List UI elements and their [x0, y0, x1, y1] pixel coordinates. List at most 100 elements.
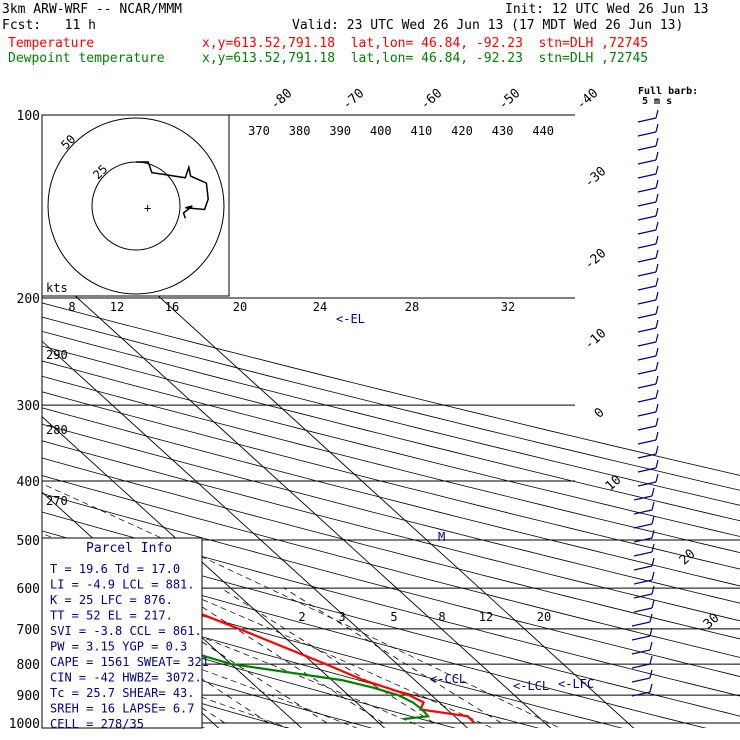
annotation-label: <-LCL: [513, 679, 549, 693]
mixing-ratio-line: [119, 587, 328, 724]
wind-barb-flag: [651, 501, 655, 511]
wind-barb-flag: [655, 207, 659, 217]
wind-barb-staff: [637, 187, 657, 193]
dry-adiabat: [42, 611, 457, 728]
wind-barb-staff: [637, 229, 657, 235]
wind-barb-staff: [631, 649, 651, 655]
wind-barb-staff: [633, 523, 653, 529]
wind-barb-staff: [637, 117, 657, 123]
wind-barb-flag: [649, 655, 653, 665]
scale-label: 12: [110, 300, 124, 314]
dry-adiabat: [42, 316, 740, 491]
pressure-label: 500: [17, 534, 40, 549]
parcel-row: SVI = -3.8 CCL = 861.: [50, 624, 202, 638]
temperature-tick-label: -60: [418, 86, 445, 113]
wind-barb-flag: [655, 109, 659, 119]
wind-barb-staff: [633, 509, 653, 515]
wind-barb-flag: [651, 543, 655, 553]
wind-barb-flag: [655, 375, 659, 385]
pressure-label: 700: [17, 623, 40, 638]
wind-barb-flag: [655, 403, 659, 413]
wind-barb-staff: [633, 607, 653, 613]
wind-barb-flag: [655, 123, 659, 133]
temperature-line: [42, 550, 476, 724]
parcel-row: CAPE = 1561 SWEAT= 321: [50, 655, 209, 669]
wind-barb-flag: [655, 137, 659, 147]
mixing-ratio-label: 3: [338, 610, 345, 624]
dry-adiabat: [42, 493, 740, 677]
temperature-location: x,y=613.52,791.18 lat,lon= 46.84, -92.23…: [202, 36, 649, 51]
dry-adiabat: [42, 475, 740, 658]
parcel-row: SREH = 16 LAPSE= 6.7: [50, 702, 195, 716]
wind-barb-flag: [655, 221, 659, 231]
valid-time: Valid: 23 UTC Wed 26 Jun 13 (17 MDT Wed …: [292, 18, 684, 33]
wind-barb-flag: [655, 445, 659, 455]
wind-barb-flag: [651, 557, 655, 567]
wind-barb-staff: [637, 439, 657, 445]
scale-label: 20: [233, 300, 247, 314]
wind-barb-staff: [637, 355, 657, 361]
dry-adiabat: [42, 423, 740, 604]
wind-barb-staff: [631, 691, 651, 697]
wind-barb-flag: [655, 165, 659, 175]
wind-barb-staff: [633, 551, 653, 557]
wind-barbs: Full barb:5 m s: [631, 86, 698, 697]
wind-barb-flag: [655, 291, 659, 301]
hodograph-ring-50: [47, 117, 225, 295]
wind-barb-flag: [651, 515, 655, 525]
dry-adiabat: [42, 590, 540, 728]
pressure-label: 800: [17, 658, 40, 673]
hodograph-origin: +: [144, 201, 151, 215]
theta-e-label: 440: [532, 124, 554, 138]
wind-barb-flag: [655, 263, 659, 273]
temperature-tick-label: -50: [496, 86, 523, 113]
wind-barb-staff: [637, 453, 657, 459]
forecast-hour: Fcst: 11 h: [2, 18, 96, 33]
wind-barb-staff: [637, 467, 657, 473]
wind-barb-flag: [655, 235, 659, 245]
wind-barb-staff: [637, 425, 657, 431]
model-title: 3km ARW-WRF -- NCAR/MMM: [2, 2, 183, 17]
wind-barb-staff: [637, 397, 657, 403]
temperature-tick-label: -20: [582, 246, 609, 273]
wind-barb-flag: [655, 319, 659, 329]
hodograph-trace: [136, 161, 209, 219]
wind-barb-staff: [637, 285, 657, 291]
profiles: [42, 550, 476, 724]
theta-label: 280: [46, 423, 68, 437]
wind-barb-flag: [655, 249, 659, 259]
parcel-row: PW = 3.15 YGP = 0.3: [50, 640, 187, 654]
wind-barb-flag: [655, 347, 659, 357]
dewpoint-legend: Dewpoint temperature: [8, 51, 165, 66]
dewpoint-line: [42, 598, 431, 721]
mixing-ratio-label: 12: [479, 610, 493, 624]
wind-barb-staff: [637, 341, 657, 347]
parcel-row: T = 19.6 Td = 17.0: [50, 562, 180, 576]
parcel-row: CIN = -42 HWBZ= 3072.: [50, 671, 202, 685]
wind-barb-flag: [651, 529, 655, 539]
wind-barb-flag: [655, 333, 659, 343]
theta-e-label: 420: [451, 124, 473, 138]
wind-barb-flag: [655, 305, 659, 315]
dry-adiabat: [42, 511, 740, 697]
mixing-ratio-label: 5: [390, 610, 397, 624]
scale-label: 8: [68, 300, 75, 314]
pressure-label: 200: [17, 292, 40, 307]
theta-e-label: 400: [370, 124, 392, 138]
wind-barb-staff: [637, 145, 657, 151]
wind-barb-flag: [655, 179, 659, 189]
wind-barb-flag: [651, 487, 655, 497]
pressure-label: 300: [17, 399, 40, 414]
parcel-row: Tc = 25.7 SHEAR= 43.: [50, 686, 195, 700]
wind-barb-staff: [637, 411, 657, 417]
wind-barb-staff: [637, 383, 657, 389]
wind-barb-staff: [637, 243, 657, 249]
wind-barb-staff: [637, 313, 657, 319]
theta-label: 270: [46, 494, 68, 508]
isotherm-line: [42, 340, 469, 728]
temperature-tick-label: -40: [574, 86, 601, 113]
annotation-label: M: [438, 530, 445, 544]
pressure-label: 600: [17, 582, 40, 597]
